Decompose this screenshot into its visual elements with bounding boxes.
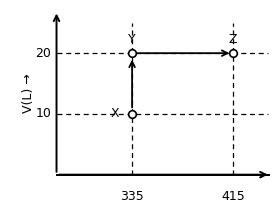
Text: 20: 20 [36,47,52,60]
Text: 335: 335 [120,190,144,203]
Text: Y: Y [128,33,136,46]
Text: 10: 10 [36,107,52,120]
Text: X: X [111,107,119,120]
Text: Z: Z [229,33,237,46]
Text: 415: 415 [221,190,245,203]
Text: V(L) →: V(L) → [22,73,35,112]
